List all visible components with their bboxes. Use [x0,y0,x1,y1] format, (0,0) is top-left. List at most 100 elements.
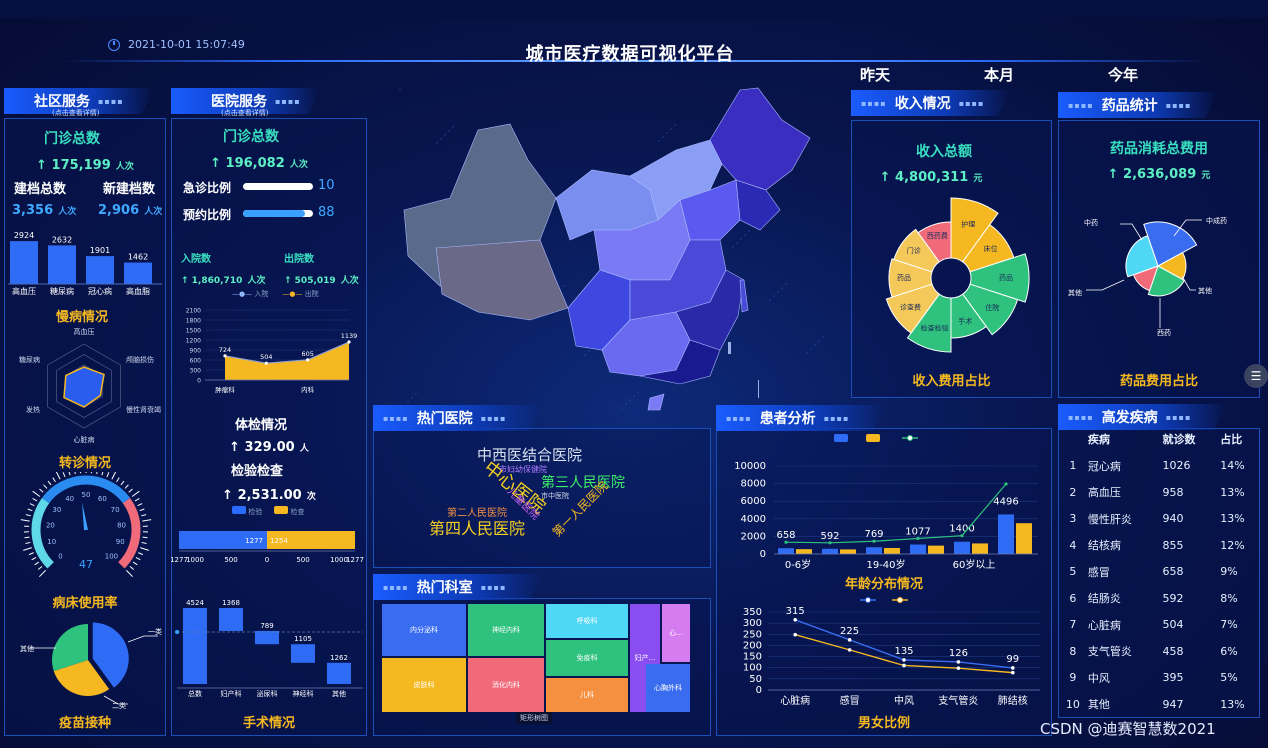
drugs-panel-header: ▪▪▪▪ 药品统计 ▪▪▪▪ [1058,92,1238,118]
treemap-cell[interactable]: 消化内科 [468,658,544,712]
tab-this-year[interactable]: 今年 [1108,66,1139,84]
gauge-tick-label: 0 [58,552,62,560]
y-tick-label: 600 [190,358,202,365]
treemap-cell[interactable]: 心胸外科 [646,664,690,712]
gauge-tick [142,519,152,522]
admission-value: ↑ 1,860,710 [181,276,243,286]
rose-label: 检查检验 [921,323,949,332]
y-tick-label: 0 [756,685,762,696]
income-total-label: 收入总额 [916,144,972,160]
y-tick-label: 0 [197,378,201,385]
community-records-value: 3,356 [12,203,54,218]
table-row[interactable]: 8 支气管炎 458 6% [1058,638,1260,665]
visit-count: 855 [1162,538,1184,552]
treemap-cell[interactable]: 皮肤科 [382,658,466,712]
x-tick-label: 总数 [188,689,202,698]
table-row[interactable]: 1 冠心病 1026 14% [1058,453,1260,480]
datetime-text: 2021-10-01 15:07:49 [128,38,245,51]
admission-area-chart: 0 300 600 900 1200 1500 1800 2100 724 504 605 1139 肿… [186,308,358,395]
drugs-title: 药品统计 [1101,98,1158,114]
rose-label: 住院 [985,303,999,312]
data-label: 1462 [128,253,148,262]
backdrop-dot [822,336,824,338]
treemap-cell[interactable]: 神经内科 [468,604,544,656]
china-map[interactable] [380,80,850,415]
chart-bar [928,545,944,554]
table-row[interactable]: 9 中风 395 5% [1058,665,1260,692]
dots-icon: ▪▪▪▪ [823,413,850,423]
backdrop-dot [452,126,454,128]
chart-bar [86,256,114,284]
table-row[interactable]: 10 其他 947 13% [1058,691,1260,718]
community-panel-header[interactable]: 社区服务 ▪▪▪▪ (点击查看详情) [4,88,164,118]
table-row[interactable]: 7 心脏病 504 7% [1058,612,1260,639]
x-tick-label: 肺结核 [998,694,1028,707]
radar-grid [47,343,121,429]
hospital-panel-header[interactable]: 医院服务 ▪▪▪▪ (点击查看详情) [171,88,351,118]
row-rank: 6 [1069,591,1077,605]
table-row[interactable]: 2 高血压 958 13% [1058,479,1260,506]
data-point [793,618,797,622]
treemap-cell[interactable]: 儿科 [546,678,628,712]
backdrop-dot [440,138,442,140]
rose-slice [969,253,1030,303]
data-point [1011,670,1015,675]
hot-hospitals-panel[interactable] [373,428,711,568]
treemap-cell[interactable]: 呼吸科 [546,604,628,638]
emergency-value: 10 [318,178,335,193]
gauge-tick [140,547,149,551]
patient-panel[interactable] [716,428,1052,736]
treemap-cell[interactable]: 心... [662,604,690,662]
chart-bar [840,549,856,554]
table-row[interactable]: 3 慢性肝炎 940 13% [1058,506,1260,533]
disease-name: 感冒 [1087,565,1110,579]
x-tick-label: 60岁以上 [953,558,996,571]
visit-count: 947 [1162,697,1184,711]
data-label: 605 [301,350,313,358]
data-label: 1254 [270,537,288,545]
treemap-cell[interactable]: 内分泌科 [382,604,466,656]
chart-bar [972,543,988,554]
y-tick-label: 250 [743,629,762,640]
diseases-panel[interactable] [1058,428,1260,718]
x-tick-label: 其他 [332,689,346,698]
menu-button[interactable]: ☰ [1244,364,1268,388]
tab-yesterday[interactable]: 昨天 [860,66,891,84]
gauge-tick [34,561,40,566]
visit-count: 592 [1162,591,1184,605]
gauge-tick-label: 30 [52,506,61,514]
table-row[interactable]: 6 结肠炎 592 8% [1058,585,1260,612]
backdrop-dot [415,393,417,395]
backdrop-dot [662,136,664,138]
gauge-tick [25,514,31,517]
gauge-tick [38,569,47,578]
pie-slice [53,660,110,696]
table-row[interactable]: 4 结核病 855 12% [1058,532,1260,559]
y-tick-label: 100 [743,663,762,674]
tab-this-month[interactable]: 本月 [984,66,1015,84]
data-point [847,648,852,652]
visit-count: 395 [1162,671,1184,685]
word-cloud-item: 第二人民医院 [447,506,507,519]
data-point [306,358,310,362]
test-unit: 次 [306,492,316,502]
gauge-tick [125,569,134,578]
income-title: 收入情况 [894,96,951,112]
gender-chart-title: 男女比例 [857,716,910,731]
legend-marker [897,597,903,603]
community-outpatient-value: ↑ 175,199 [36,158,111,173]
rose-label: 中成药 [1206,216,1227,225]
data-label: 1901 [90,246,110,255]
gauge-tick [27,508,33,512]
dots-icon: ▪▪▪▪ [1068,412,1094,422]
radar-grid [56,354,112,418]
gauge-tick [137,503,143,507]
dots-icon: ▪▪▪▪ [383,582,409,592]
treemap-cell[interactable]: 免疫科 [546,640,628,676]
row-rank: 10 [1065,697,1080,711]
income-total-stat: ↑ 4,800,311 元 [851,166,1011,185]
backdrop-dot [748,230,750,232]
table-row[interactable]: 5 感冒 658 9% [1058,559,1260,586]
y-tick-label: 200 [743,640,762,651]
appointment-progress-fill [243,210,305,217]
